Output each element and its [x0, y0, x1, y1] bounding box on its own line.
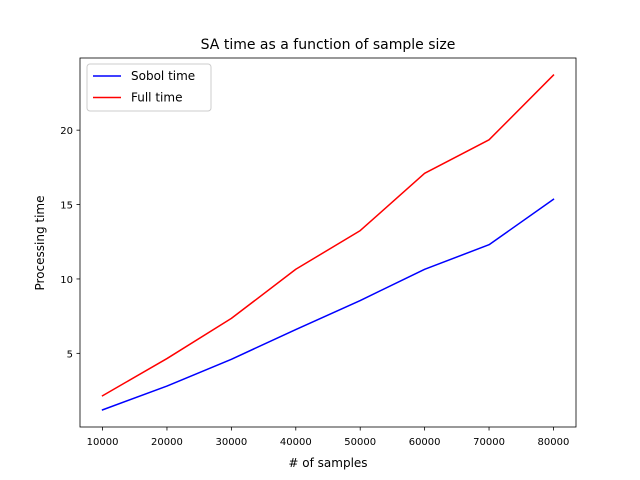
series-line-0 [101, 198, 555, 411]
legend-label: Full time [131, 91, 182, 105]
x-tick-label: 70000 [473, 437, 505, 448]
y-tick-label: 20 [60, 126, 73, 137]
y-tick-label: 15 [60, 201, 73, 212]
x-tick-label: 40000 [280, 437, 312, 448]
x-tick-label: 30000 [215, 437, 247, 448]
legend: Sobol time Full time [86, 63, 212, 112]
x-tick-label: 50000 [344, 437, 376, 448]
legend-label: Sobol time [131, 69, 195, 83]
y-axis-label: Processing time [33, 195, 47, 290]
x-tick-label: 60000 [409, 437, 441, 448]
series-line-1 [101, 74, 555, 397]
x-tick-label: 80000 [538, 437, 570, 448]
y-tick-label: 5 [67, 349, 73, 360]
x-tick-label: 20000 [151, 437, 183, 448]
plot-frame [79, 57, 577, 428]
x-tick-label: 10000 [87, 437, 119, 448]
plot-area: 10000 20000 30000 40000 50000 60000 70000 80000… [60, 57, 577, 448]
y-tick-label: 10 [60, 275, 73, 286]
x-axis-label: # of samples [288, 456, 367, 470]
chart-title: SA time as a function of sample size [201, 37, 456, 53]
